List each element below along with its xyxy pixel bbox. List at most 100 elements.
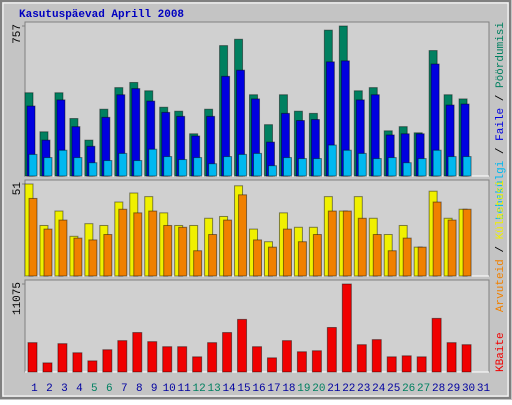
x-tick-label: 26 bbox=[402, 383, 415, 395]
bar bbox=[147, 341, 158, 373]
bar bbox=[357, 152, 367, 177]
bar bbox=[417, 158, 427, 177]
bar bbox=[267, 246, 277, 277]
legend: Lehekülgi / Faile / Pöördumisi bbox=[495, 22, 507, 221]
bar bbox=[208, 163, 218, 177]
x-tick-label: 25 bbox=[387, 383, 400, 395]
y-tick-label: 51 bbox=[12, 182, 24, 196]
x-tick-label: 1 bbox=[31, 383, 38, 395]
bar bbox=[193, 157, 203, 177]
bar bbox=[326, 326, 337, 373]
x-tick-label: 11 bbox=[178, 383, 192, 395]
legend-entry: Arvuteid bbox=[495, 259, 507, 312]
bar bbox=[238, 194, 248, 277]
bar bbox=[296, 351, 307, 373]
x-tick-label: 2 bbox=[46, 383, 53, 395]
bar bbox=[386, 356, 397, 373]
x-tick-label: 29 bbox=[447, 383, 460, 395]
bar bbox=[252, 346, 263, 373]
bar bbox=[253, 152, 263, 177]
x-tick-label: 14 bbox=[222, 383, 236, 395]
bar bbox=[357, 217, 367, 277]
bar bbox=[27, 342, 38, 373]
bar bbox=[103, 234, 113, 277]
bar bbox=[88, 162, 98, 177]
bar bbox=[72, 352, 83, 373]
bar bbox=[266, 357, 277, 373]
bar bbox=[402, 162, 412, 177]
bar bbox=[387, 250, 397, 277]
bar bbox=[342, 149, 352, 177]
bar bbox=[342, 210, 352, 277]
x-tick-label: 24 bbox=[372, 383, 386, 395]
bar bbox=[432, 201, 442, 277]
bar bbox=[297, 158, 307, 177]
bar bbox=[178, 159, 188, 177]
bar bbox=[148, 210, 158, 277]
bar bbox=[462, 208, 472, 277]
bar bbox=[73, 237, 83, 277]
x-tick-label: 7 bbox=[121, 383, 128, 395]
bar bbox=[416, 356, 427, 373]
x-tick-label: 20 bbox=[312, 383, 325, 395]
bar bbox=[447, 219, 457, 277]
bar bbox=[417, 246, 427, 277]
bar bbox=[103, 160, 113, 177]
x-tick-label: 19 bbox=[297, 383, 310, 395]
x-tick-label: 3 bbox=[61, 383, 68, 395]
legend-entry: Pöördumisi bbox=[495, 22, 507, 88]
bar bbox=[42, 362, 53, 373]
bar bbox=[163, 224, 173, 277]
bar bbox=[461, 344, 472, 373]
x-tick-label: 12 bbox=[193, 383, 206, 395]
bar bbox=[58, 149, 68, 177]
bar bbox=[43, 228, 53, 277]
bar bbox=[267, 165, 277, 177]
x-tick-label: 18 bbox=[282, 383, 295, 395]
bar bbox=[28, 197, 38, 277]
legend-entry: Faile bbox=[495, 108, 507, 141]
bar bbox=[222, 332, 233, 373]
bar bbox=[237, 318, 248, 373]
x-tick-label: 9 bbox=[151, 383, 158, 395]
bar bbox=[177, 346, 188, 373]
bar bbox=[327, 144, 337, 177]
bar bbox=[432, 149, 442, 177]
bar bbox=[133, 212, 143, 277]
frame-inner bbox=[2, 2, 509, 397]
bar bbox=[447, 156, 457, 177]
bar bbox=[387, 157, 397, 177]
bar bbox=[192, 356, 203, 373]
legend: Arvuteid / Külastusi bbox=[495, 180, 507, 312]
bar bbox=[163, 156, 173, 177]
bar bbox=[282, 228, 292, 277]
bar bbox=[462, 156, 472, 177]
bar bbox=[282, 157, 292, 177]
x-tick-label: 30 bbox=[462, 383, 475, 395]
y-tick-label: 11075 bbox=[12, 282, 24, 315]
bar bbox=[223, 156, 233, 177]
bar bbox=[297, 241, 307, 277]
x-tick-label: 15 bbox=[237, 383, 250, 395]
x-tick-label: 6 bbox=[106, 383, 113, 395]
bar bbox=[371, 339, 382, 373]
bar bbox=[401, 355, 412, 373]
bar bbox=[281, 340, 292, 373]
bar bbox=[372, 158, 382, 177]
bar bbox=[312, 158, 322, 177]
bar bbox=[253, 239, 263, 277]
x-tick-label: 27 bbox=[417, 383, 430, 395]
x-tick-label: 13 bbox=[207, 383, 220, 395]
bar bbox=[117, 340, 128, 373]
bar bbox=[207, 342, 218, 373]
x-tick-label: 16 bbox=[252, 383, 265, 395]
bar bbox=[73, 157, 83, 177]
bar bbox=[43, 157, 53, 177]
y-tick-label: 757 bbox=[12, 24, 24, 44]
x-tick-label: 8 bbox=[136, 383, 143, 395]
bar bbox=[372, 234, 382, 277]
x-tick-label: 17 bbox=[267, 383, 280, 395]
bar bbox=[118, 208, 128, 277]
bar bbox=[148, 148, 158, 177]
bar bbox=[446, 342, 457, 373]
